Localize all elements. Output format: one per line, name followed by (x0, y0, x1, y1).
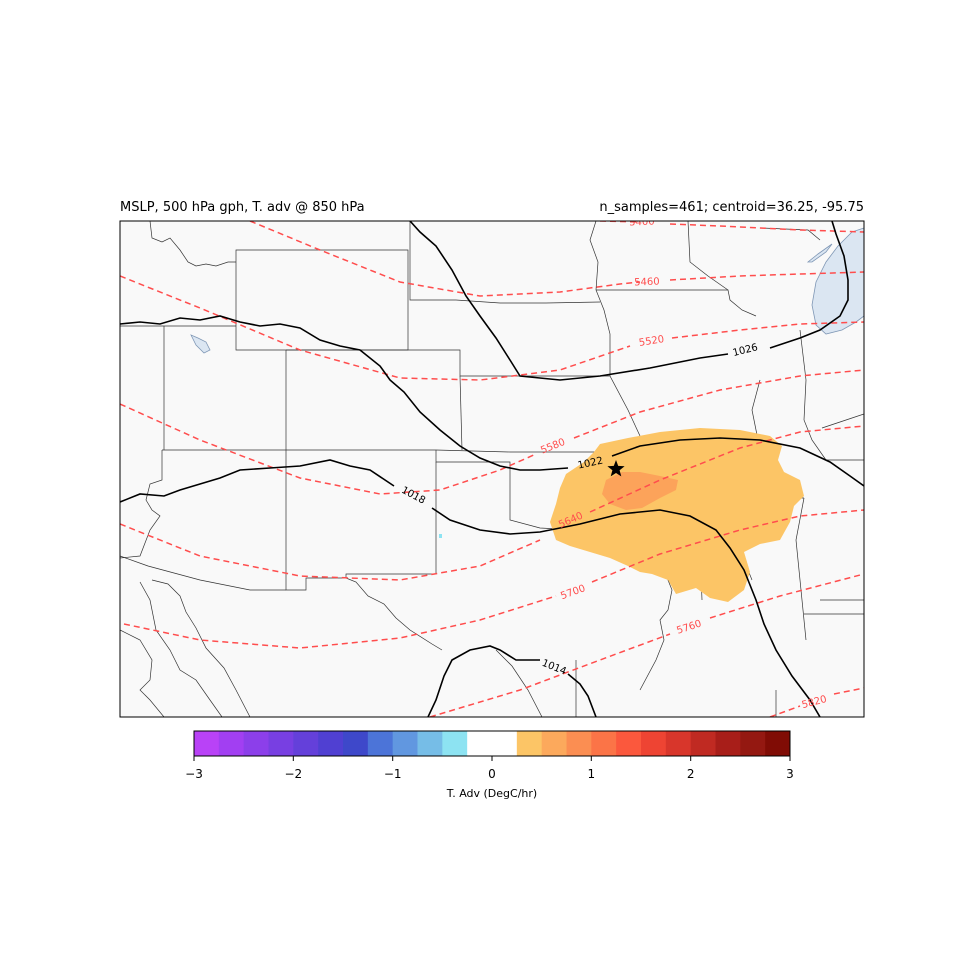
height-label-5520: 5520 (638, 334, 665, 349)
colorbar-cell-23 (765, 731, 791, 756)
height-contours (120, 221, 864, 717)
colorbar-cell-0 (194, 731, 220, 756)
colorbar-cell-14 (541, 731, 567, 756)
colorbar-tick-2: −1 (384, 756, 402, 781)
left-title: MSLP, 500 hPa gph, T. adv @ 850 hPa (120, 200, 365, 215)
colorbar-cell-8 (392, 731, 418, 756)
colorbar-tick-label-4: 1 (587, 767, 595, 781)
colorbar-tick-1: −2 (284, 756, 302, 781)
colorbar-cell-2 (243, 731, 269, 756)
colorbar-cell-11 (467, 731, 493, 756)
colorbar-cell-12 (492, 731, 518, 756)
colorbar-cell-19 (665, 731, 692, 756)
colorbar-cell-17 (616, 731, 642, 756)
right-title: n_samples=461; centroid=36.25, -95.75 (599, 200, 864, 215)
centroid-star-marker (607, 460, 625, 477)
colorbar-cell-13 (516, 731, 543, 756)
colorbar-tick-label-2: −1 (384, 767, 402, 781)
cold-advection-speck (439, 534, 442, 538)
colorbar-tick-label-1: −2 (284, 767, 302, 781)
state-borders (120, 221, 864, 717)
colorbar-cell-5 (318, 731, 344, 756)
colorbar-cell-22 (740, 731, 766, 756)
warm-advection-core (602, 472, 678, 510)
colorbar-tick-3: 0 (488, 756, 496, 781)
colorbar-tick-4: 1 (587, 756, 595, 781)
height-label-5460: 5460 (634, 277, 660, 289)
colorbar-tick-label-3: 0 (488, 767, 496, 781)
colorbar-ticks: −3 −2 −1 0 1 2 3 (185, 756, 794, 781)
map-panel[interactable]: 5400 5460 5520 5580 5640 5700 5760 5820 … (120, 217, 864, 717)
colorbar-cell-4 (293, 731, 319, 756)
colorbar-cell-16 (591, 731, 617, 756)
pressure-contours (120, 221, 864, 717)
colorbar-cell-1 (218, 731, 245, 756)
colorbar-tick-label-0: −3 (185, 767, 203, 781)
colorbar-label: T. Adv (DegC/hr) (446, 787, 537, 800)
height-label-5400: 5400 (629, 217, 655, 229)
colorbar-tick-label-6: 3 (786, 767, 794, 781)
colorbar-cell-20 (690, 731, 716, 756)
colorbar-tick-label-5: 2 (687, 767, 695, 781)
colorbar-cell-9 (417, 731, 443, 756)
map-frame (119, 220, 865, 718)
colorbar-cell-3 (268, 731, 294, 756)
great-salt-lake (190, 334, 211, 354)
colorbar-tick-5: 2 (687, 756, 695, 781)
colorbar-cell-18 (641, 731, 667, 756)
lake-michigan-bay (806, 243, 833, 263)
colorbar-tick-6: 3 (786, 756, 794, 781)
colorbar-tick-0: −3 (185, 756, 203, 781)
colorbar-cell-10 (442, 731, 468, 756)
colorbar-cell-6 (343, 731, 369, 756)
colorbar-cell-15 (566, 731, 592, 756)
pressure-label-1022: 1022 (577, 456, 604, 472)
colorbar-cell-21 (715, 731, 741, 756)
colorbar (194, 731, 791, 756)
colorbar-cell-7 (367, 731, 394, 756)
